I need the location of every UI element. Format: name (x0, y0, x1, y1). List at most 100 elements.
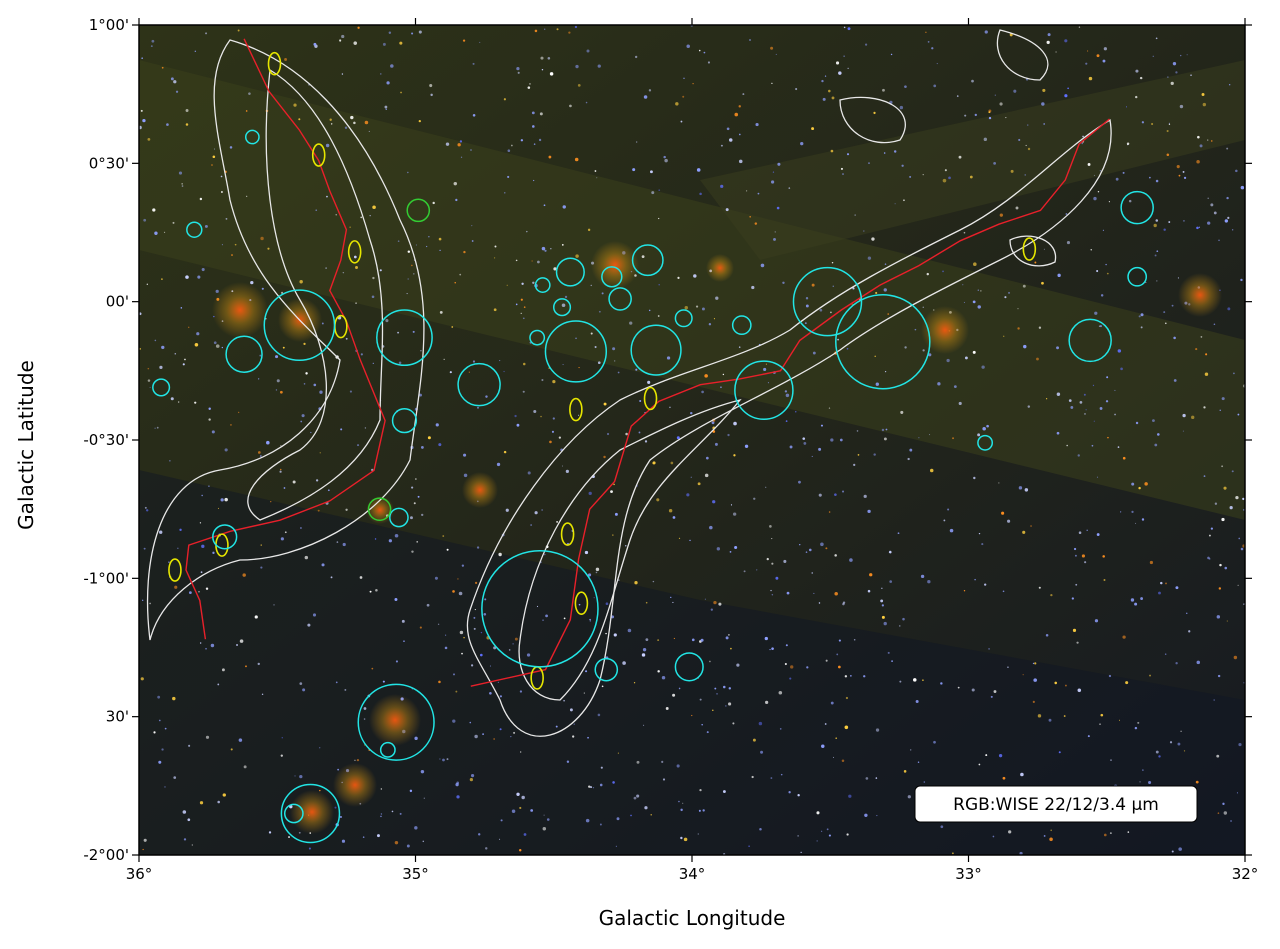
star (1134, 726, 1138, 730)
star (157, 695, 161, 699)
star (1125, 681, 1129, 685)
star (673, 637, 675, 640)
star (194, 50, 197, 52)
star (485, 847, 488, 850)
star (842, 173, 844, 175)
star (634, 581, 638, 585)
star (1171, 850, 1174, 853)
star (334, 806, 337, 809)
star (221, 346, 224, 349)
star (748, 845, 750, 847)
star (951, 852, 954, 855)
hii-region-circle (734, 360, 794, 420)
star (470, 774, 475, 778)
star (636, 760, 640, 764)
star (1149, 176, 1151, 179)
star (1103, 47, 1107, 51)
star (808, 548, 812, 552)
star (603, 455, 606, 459)
star (143, 547, 146, 550)
star (530, 524, 532, 526)
star (280, 291, 284, 294)
star (811, 572, 814, 574)
star (215, 344, 220, 348)
star (617, 371, 620, 374)
star (474, 608, 476, 611)
star (1056, 392, 1061, 396)
star (785, 644, 788, 647)
star (478, 833, 481, 836)
star (1158, 591, 1161, 595)
hii-region-circle (280, 783, 341, 844)
star (143, 218, 147, 222)
star (180, 307, 183, 309)
star (1087, 735, 1090, 738)
star (786, 591, 790, 595)
star (177, 401, 180, 403)
star (175, 90, 179, 93)
star (710, 608, 713, 611)
star (303, 342, 306, 345)
star (388, 539, 392, 543)
star (380, 815, 382, 818)
star (641, 653, 646, 657)
star (624, 544, 627, 547)
star (590, 786, 593, 789)
star (676, 436, 680, 440)
star (716, 547, 720, 551)
star (205, 647, 207, 650)
star (666, 356, 671, 360)
star (1086, 529, 1088, 532)
star (463, 473, 468, 478)
star (455, 690, 458, 693)
star (1043, 123, 1045, 125)
star (597, 64, 601, 68)
star (221, 668, 225, 672)
star (279, 390, 283, 394)
star (407, 171, 409, 174)
star (1122, 171, 1125, 174)
star (760, 263, 765, 268)
star (875, 777, 878, 779)
star (618, 579, 620, 581)
star (795, 411, 797, 413)
star (496, 462, 501, 467)
star (657, 670, 660, 673)
star (217, 683, 220, 686)
star (1106, 272, 1109, 275)
star (821, 744, 825, 748)
star (1138, 315, 1141, 318)
star (1172, 61, 1177, 66)
star (315, 209, 318, 211)
x-tick-label: 33° (955, 865, 982, 883)
star (457, 578, 459, 580)
star (816, 840, 818, 842)
star (153, 731, 156, 734)
star (584, 550, 589, 555)
star (639, 399, 642, 402)
star (460, 156, 463, 158)
star (1167, 76, 1169, 78)
star (875, 382, 879, 386)
star (211, 430, 215, 434)
star (485, 395, 488, 398)
star (984, 583, 987, 586)
star (1152, 419, 1155, 423)
star (1027, 124, 1029, 126)
star (1177, 742, 1181, 746)
star (521, 282, 524, 285)
star (868, 162, 870, 164)
star (321, 322, 324, 325)
hii-region-circle (608, 287, 632, 311)
star (407, 278, 409, 280)
star (833, 756, 835, 758)
star (875, 291, 878, 295)
star (1097, 191, 1100, 193)
star (1041, 281, 1044, 285)
star (1081, 142, 1083, 145)
star (1169, 741, 1173, 744)
star (329, 118, 332, 121)
star (294, 775, 296, 777)
star (682, 802, 684, 804)
star (1155, 750, 1159, 754)
